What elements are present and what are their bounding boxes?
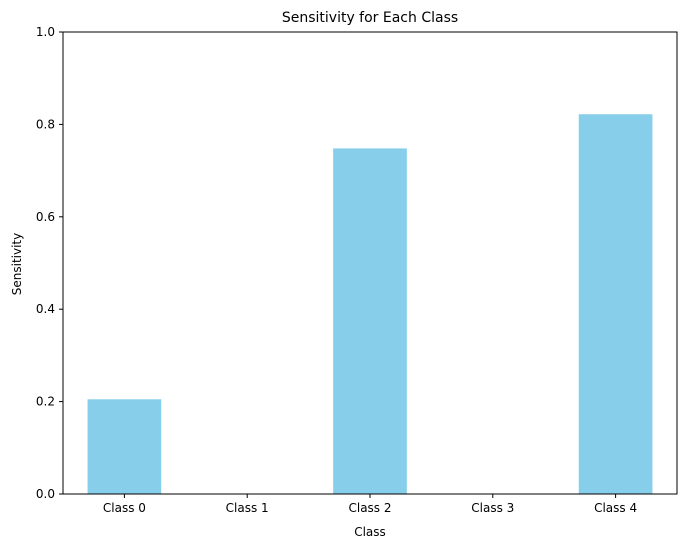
y-tick-label: 0.8 — [36, 117, 55, 131]
x-tick-label: Class 0 — [103, 501, 146, 515]
x-tick-label: Class 2 — [348, 501, 391, 515]
y-tick-label: 0.0 — [36, 487, 55, 501]
bar-class-0 — [87, 399, 162, 494]
x-tick-label: Class 4 — [594, 501, 637, 515]
y-tick-label: 0.2 — [36, 395, 55, 409]
y-axis-label: Sensitivity — [10, 233, 24, 295]
bar-class-2 — [333, 148, 407, 495]
y-tick-label: 1.0 — [36, 25, 55, 39]
y-tick-label: 0.6 — [36, 210, 55, 224]
chart-title: Sensitivity for Each Class — [282, 10, 458, 26]
x-axis-label: Class — [354, 525, 386, 539]
y-tick-label: 0.4 — [36, 302, 55, 316]
bar-class-4 — [578, 114, 653, 495]
x-tick-label: Class 1 — [226, 501, 269, 515]
ticks-layer: 0.0 0.2 0.4 0.6 0.8 1.0 Class 0 Class 1 Class 2 C… — [36, 25, 637, 515]
x-tick-label: Class 3 — [471, 501, 514, 515]
bars-layer — [87, 114, 653, 495]
